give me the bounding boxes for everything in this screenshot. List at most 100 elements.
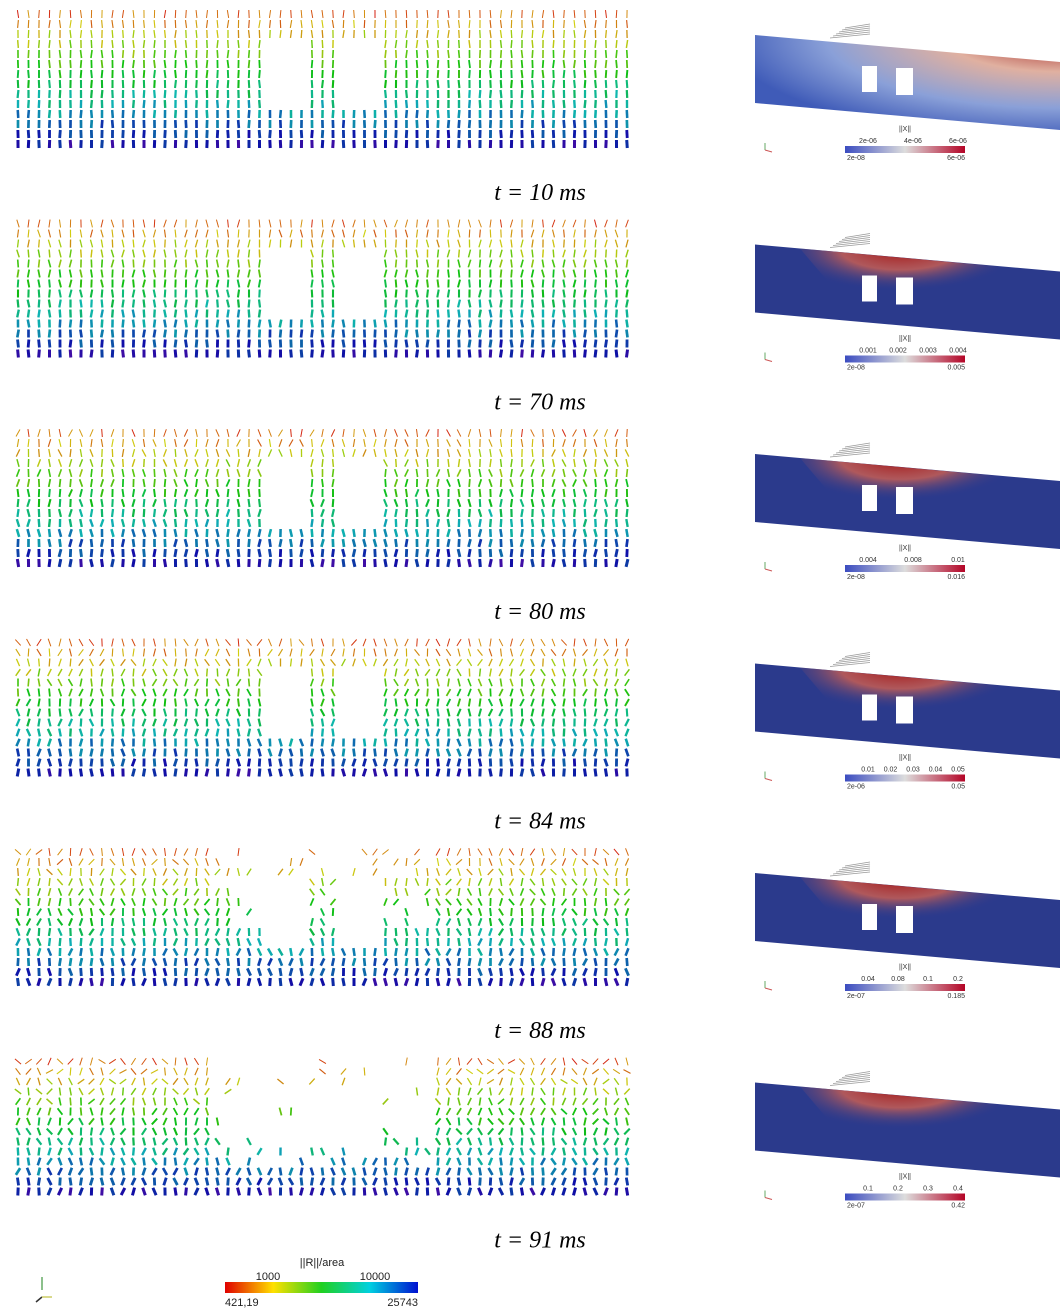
- block-segment: [58, 708, 62, 717]
- block-segment: [100, 119, 104, 129]
- block-segment: [593, 329, 598, 338]
- block-segment: [215, 1177, 220, 1186]
- block-segment: [382, 977, 389, 987]
- block-segment: [445, 1067, 452, 1076]
- block-segment: [110, 658, 115, 667]
- block-segment: [499, 129, 503, 139]
- block-segment: [194, 1117, 199, 1126]
- block-segment: [583, 249, 587, 258]
- block-segment: [57, 1147, 63, 1156]
- block-segment: [173, 429, 178, 437]
- block-segment: [257, 548, 262, 558]
- block-segment: [257, 658, 262, 667]
- block-segment: [373, 947, 377, 957]
- block-segment: [195, 299, 198, 308]
- block-segment: [68, 528, 73, 538]
- block-segment: [562, 119, 566, 129]
- block-segment: [331, 49, 335, 59]
- block-segment: [520, 927, 524, 937]
- block-segment: [226, 518, 230, 528]
- block-segment: [571, 888, 578, 896]
- block-segment: [604, 548, 608, 558]
- block-segment: [88, 858, 95, 866]
- block-segment: [541, 518, 545, 528]
- block-segment: [141, 1117, 147, 1126]
- block-segment: [193, 1057, 200, 1066]
- block-segment: [341, 1157, 346, 1166]
- block-segment: [310, 1147, 314, 1156]
- block-segment: [426, 678, 429, 687]
- block-segment: [353, 19, 355, 29]
- block-segment: [89, 229, 94, 238]
- block-segment: [498, 957, 504, 967]
- block-segment: [47, 229, 52, 238]
- block-segment: [500, 9, 502, 19]
- block-segment: [415, 468, 419, 478]
- block-segment: [47, 339, 52, 348]
- block-segment: [235, 1167, 242, 1176]
- block-segment: [561, 429, 567, 437]
- block-segment: [130, 688, 137, 697]
- block-segment: [498, 738, 504, 747]
- block-segment: [415, 458, 419, 468]
- block-segment: [499, 39, 503, 49]
- block-segment: [614, 259, 619, 268]
- block-segment: [488, 349, 493, 358]
- block-segment: [487, 977, 494, 987]
- block-segment: [352, 349, 356, 358]
- block-segment: [604, 269, 608, 278]
- block-segment: [477, 658, 483, 667]
- block-segment: [497, 1098, 505, 1105]
- block-segment: [614, 538, 619, 548]
- block-segment: [36, 1107, 42, 1116]
- block-segment: [152, 658, 157, 667]
- block-segment: [142, 339, 146, 348]
- block-segment: [140, 1127, 148, 1136]
- window: [896, 68, 913, 95]
- block-segment: [214, 1187, 221, 1196]
- block-segment: [27, 69, 30, 79]
- block-segment: [48, 219, 51, 228]
- block-segment: [509, 1177, 514, 1186]
- block-segment: [225, 917, 231, 927]
- block-segment: [593, 309, 598, 318]
- block-segment: [225, 698, 231, 707]
- block-segment: [476, 1068, 484, 1075]
- block-segment: [594, 239, 597, 248]
- block-segment: [310, 488, 314, 498]
- block-segment: [415, 548, 419, 558]
- block-segment: [625, 239, 629, 248]
- time-label: t = 10 ms: [494, 180, 586, 206]
- block-segment: [37, 279, 41, 288]
- block-segment: [152, 768, 157, 777]
- block-segment: [47, 1117, 52, 1126]
- block-segment: [90, 478, 93, 488]
- block-segment: [456, 728, 462, 737]
- block-segment: [47, 1137, 52, 1146]
- block-segment: [37, 339, 41, 348]
- block-segment: [498, 688, 504, 697]
- block-segment: [14, 1167, 22, 1176]
- block-segment: [121, 698, 125, 707]
- block-segment: [47, 927, 52, 937]
- block-segment: [394, 668, 398, 677]
- block-segment: [613, 898, 620, 906]
- block-segment: [257, 129, 262, 139]
- block-segment: [414, 678, 420, 687]
- block-segment: [246, 1137, 252, 1146]
- block-segment: [26, 498, 31, 508]
- block-segment: [478, 219, 482, 228]
- block-segment: [425, 488, 430, 498]
- block-segment: [521, 428, 523, 438]
- block-segment: [436, 1077, 440, 1086]
- block-segment: [68, 339, 73, 348]
- block-segment: [468, 877, 471, 887]
- block-segment: [509, 678, 514, 687]
- block-segment: [509, 339, 514, 348]
- block-segment: [48, 448, 51, 458]
- block-segment: [405, 857, 408, 867]
- block-segment: [510, 239, 513, 248]
- block-segment: [90, 438, 93, 448]
- block-segment: [109, 1187, 116, 1196]
- block-segment: [477, 878, 483, 886]
